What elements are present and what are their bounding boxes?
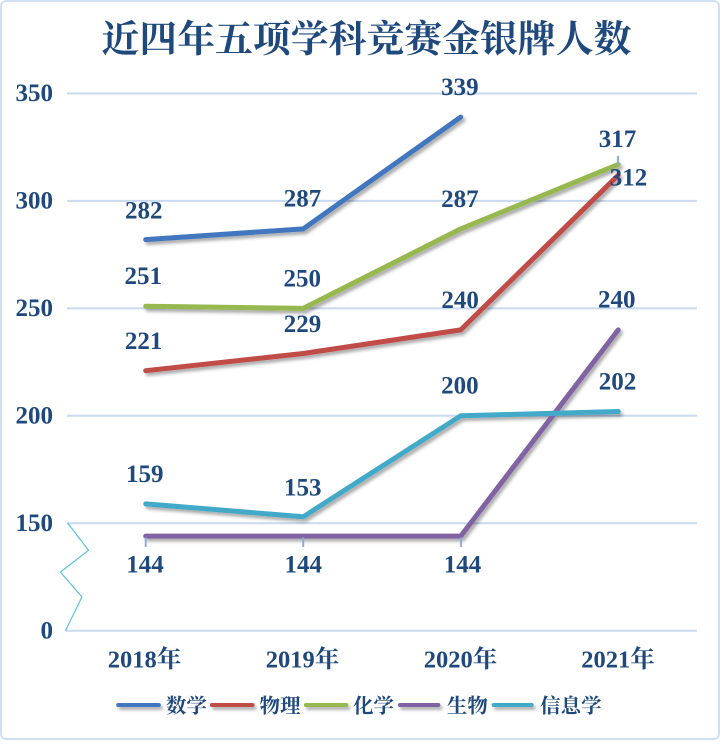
svg-text:350: 350	[16, 80, 54, 107]
svg-text:202: 202	[599, 368, 637, 395]
svg-text:159: 159	[126, 461, 164, 488]
svg-text:2020: 2020	[424, 646, 473, 673]
svg-text:317: 317	[599, 126, 637, 153]
svg-text:250: 250	[284, 265, 322, 292]
svg-text:287: 287	[284, 185, 322, 212]
svg-text:153: 153	[284, 474, 322, 501]
svg-text:240: 240	[441, 287, 479, 314]
svg-text:339: 339	[441, 74, 479, 101]
svg-text:240: 240	[598, 287, 636, 314]
svg-text:287: 287	[441, 186, 479, 213]
svg-text:200: 200	[441, 373, 479, 400]
svg-text:250: 250	[16, 295, 54, 322]
svg-text:282: 282	[125, 197, 163, 224]
svg-text:150: 150	[16, 510, 54, 537]
svg-text:2018: 2018	[108, 646, 157, 673]
svg-text:312: 312	[610, 164, 648, 191]
svg-text:200: 200	[16, 402, 54, 429]
svg-text:2021: 2021	[581, 646, 630, 673]
svg-text:2019: 2019	[266, 646, 315, 673]
svg-text:144: 144	[444, 552, 482, 579]
svg-text:229: 229	[284, 311, 322, 338]
svg-text:144: 144	[126, 552, 164, 579]
svg-text:251: 251	[125, 263, 163, 290]
svg-text:300: 300	[16, 188, 54, 215]
svg-text:144: 144	[285, 552, 323, 579]
svg-text:221: 221	[125, 328, 163, 355]
svg-text:0: 0	[41, 618, 54, 645]
